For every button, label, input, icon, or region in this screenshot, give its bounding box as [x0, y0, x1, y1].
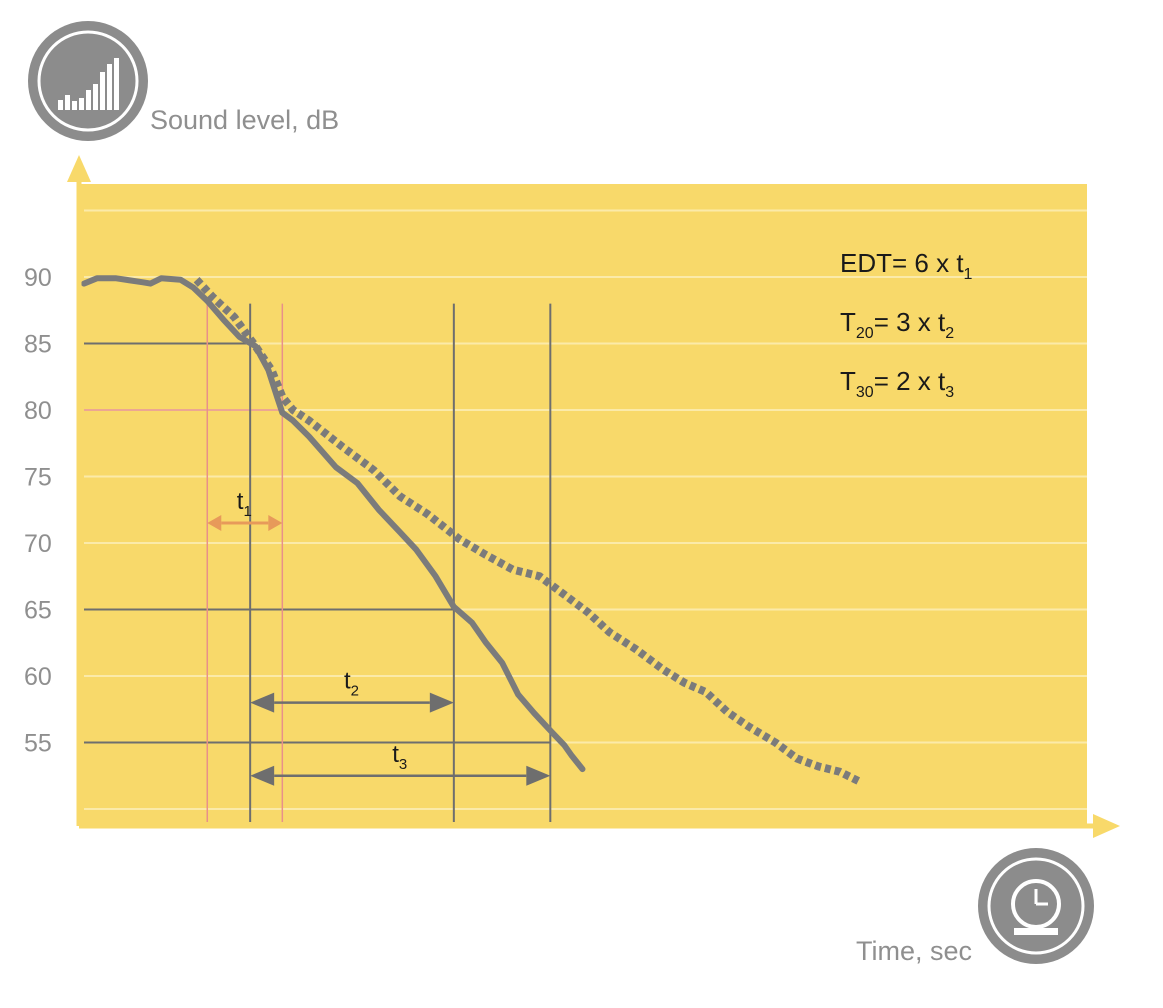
decay-curve-dashed	[193, 276, 863, 786]
y-tick-label: 60	[24, 663, 52, 691]
x-axis-title: Time, sec	[856, 936, 972, 966]
formula-rest-sub: 3	[945, 384, 954, 401]
y-tick-label: 85	[24, 331, 52, 359]
interval-label-main: t	[392, 741, 399, 768]
formula-main-sub: 30	[856, 384, 874, 401]
y-tick-label: 75	[24, 464, 52, 492]
x-axis-arrowhead	[1093, 814, 1120, 838]
formula-annotation: EDT= 6 x t1	[840, 248, 973, 283]
formula-main: EDT	[840, 248, 892, 278]
formula-annotation: T20= 3 x t2	[840, 307, 954, 342]
y-tick-label: 55	[24, 730, 52, 758]
interval-arrowhead-left	[250, 692, 275, 713]
formula-rest: = 6 x t	[892, 248, 964, 278]
plot-background	[79, 184, 1087, 826]
interval-label-sub: 3	[399, 756, 407, 773]
y-tick-label: 65	[24, 597, 52, 625]
stopwatch-icon	[978, 848, 1094, 964]
interval-label-sub: 2	[351, 683, 359, 700]
interval-arrowhead-right	[526, 765, 551, 786]
sound-level-icon	[28, 21, 148, 141]
decay-curves	[81, 275, 863, 786]
y-axis-arrowhead	[67, 155, 91, 182]
interval-label: t2	[344, 668, 359, 700]
interval-label-sub: 1	[243, 503, 251, 520]
interval-arrowhead-left	[250, 765, 275, 786]
interval-label: t1	[237, 488, 252, 520]
formula-rest: = 2 x t	[874, 366, 946, 396]
formula-main: T	[840, 307, 856, 337]
formula-main: T	[840, 366, 856, 396]
y-tick-label: 70	[24, 530, 52, 558]
y-tick-labels: 90 85 80 75 70 65 60 55	[24, 264, 52, 758]
formula-main-sub: 20	[856, 325, 874, 342]
interval-label-main: t	[237, 488, 244, 515]
formula-rest-sub: 1	[964, 266, 973, 283]
interval-label: t3	[392, 741, 407, 773]
y-axis-title: Sound level, dB	[150, 105, 339, 135]
interval-label-main: t	[344, 668, 351, 695]
y-tick-label: 90	[24, 264, 52, 292]
interval-arrowhead-right	[268, 515, 283, 532]
axes	[67, 155, 1120, 838]
interval-arrowhead-right	[429, 692, 454, 713]
interval-arrowhead-left	[207, 515, 222, 532]
formula-rest: = 3 x t	[874, 307, 946, 337]
decay-curve-solid	[81, 275, 586, 773]
formula-annotation: T30= 2 x t3	[840, 366, 954, 401]
y-tick-label: 80	[24, 397, 52, 425]
formula-rest-sub: 2	[945, 325, 954, 342]
reference-lines	[84, 303, 552, 822]
